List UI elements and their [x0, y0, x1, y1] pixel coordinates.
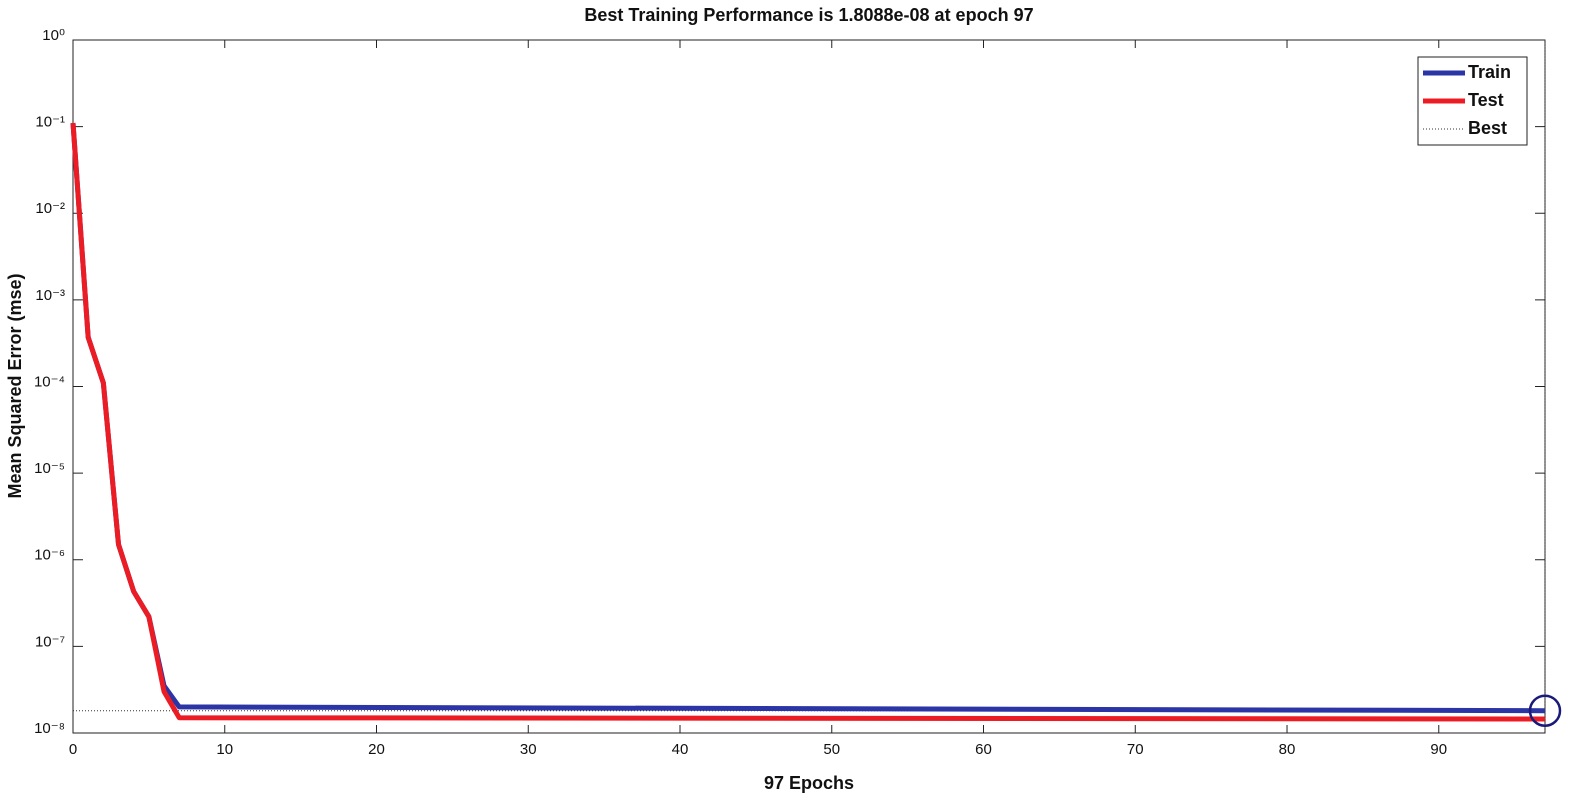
chart-title: Best Training Performance is 1.8088e-08 … [584, 5, 1033, 25]
x-tick-label: 30 [520, 741, 537, 758]
y-axis-label: Mean Squared Error (mse) [5, 273, 25, 498]
series-line [70, 122, 1546, 722]
y-tick-label: 10⁻⁵ [34, 460, 65, 477]
y-tick-label: 10⁰ [42, 27, 65, 44]
y-tick-label: 10⁻³ [35, 287, 65, 304]
y-tick-label: 10⁻⁶ [34, 547, 65, 564]
legend-label: Best [1468, 118, 1507, 138]
x-tick-label: 80 [1279, 741, 1296, 758]
x-axis-label: 97 Epochs [764, 773, 854, 793]
legend-label: Test [1468, 90, 1504, 110]
x-tick-label: 0 [69, 741, 77, 758]
y-tick-label: 10⁻¹ [35, 114, 65, 131]
y-tick-label: 10⁻⁷ [35, 633, 65, 650]
x-tick-label: 70 [1127, 741, 1144, 758]
x-tick-label: 90 [1430, 741, 1447, 758]
x-tick-label: 50 [823, 741, 840, 758]
y-tick-label: 10⁻⁸ [34, 720, 65, 737]
x-tick-label: 60 [975, 741, 992, 758]
series-line [70, 122, 1546, 714]
plot-frame [72, 39, 1546, 734]
best-marker [1528, 694, 1562, 727]
x-tick-label: 40 [672, 741, 689, 758]
y-tick-label: 10⁻⁴ [34, 373, 65, 390]
x-tick-label: 10 [216, 741, 233, 758]
legend-label: Train [1468, 62, 1511, 82]
x-tick-label: 20 [368, 741, 385, 758]
y-tick-label: 10⁻² [35, 200, 65, 217]
